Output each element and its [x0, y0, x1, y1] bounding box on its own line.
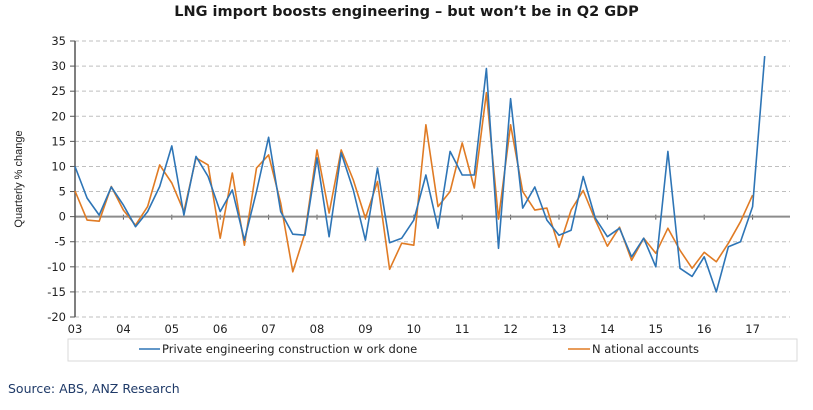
- y-tick-label: -20: [47, 310, 66, 324]
- x-tick-label: 13: [552, 322, 567, 336]
- x-tick-label: 17: [745, 322, 760, 336]
- x-axis-ticks: 03 04 05 06 07 08 09 10 11 12 13 14 15 16 17: [68, 214, 760, 336]
- legend-label-national-accounts: N ational accounts: [592, 342, 699, 356]
- y-tick-label: 10: [51, 159, 66, 173]
- legend-box: [67, 338, 798, 362]
- chart-title: LNG import boosts engineering – but won’…: [174, 4, 639, 20]
- x-tick-label: 14: [600, 322, 615, 336]
- y-tick-label: 15: [51, 134, 66, 148]
- y-tick-label: 30: [51, 59, 66, 73]
- y-tick-label: -15: [47, 285, 66, 299]
- y-tick-label: 35: [51, 34, 66, 48]
- y-tick-label: 5: [59, 185, 66, 199]
- y-tick-label: 25: [51, 84, 66, 98]
- y-axis-title: Quarterly % change: [13, 130, 25, 227]
- legend-label-private-engineering: Private engineering construction w ork d…: [162, 342, 417, 356]
- series-lines: [74, 56, 766, 293]
- x-tick-label: 12: [503, 322, 518, 336]
- x-tick-label: 06: [213, 322, 228, 336]
- x-tick-label: 08: [310, 322, 325, 336]
- series-line-private-engineering: [74, 56, 766, 293]
- series-line-national-accounts: [74, 91, 754, 273]
- y-axis-ticks: 35 30 25 20 15 10 5 0 -5 -10 -15 -20: [47, 34, 75, 324]
- y-tick-label: -5: [55, 235, 66, 249]
- x-tick-label: 03: [68, 322, 83, 336]
- gridlines: [75, 40, 790, 318]
- y-tick-label: 0: [59, 210, 66, 224]
- x-tick-label: 11: [455, 322, 470, 336]
- x-tick-label: 10: [406, 322, 421, 336]
- source-note: Source: ABS, ANZ Research: [8, 381, 180, 396]
- x-tick-label: 16: [697, 322, 712, 336]
- legend: Private engineering construction w ork d…: [67, 338, 798, 362]
- x-tick-label: 04: [116, 322, 131, 336]
- y-tick-label: -10: [47, 260, 66, 274]
- x-tick-label: 05: [164, 322, 179, 336]
- x-tick-label: 15: [648, 322, 663, 336]
- y-tick-label: 20: [51, 109, 66, 123]
- x-tick-label: 09: [358, 322, 373, 336]
- x-tick-label: 07: [261, 322, 276, 336]
